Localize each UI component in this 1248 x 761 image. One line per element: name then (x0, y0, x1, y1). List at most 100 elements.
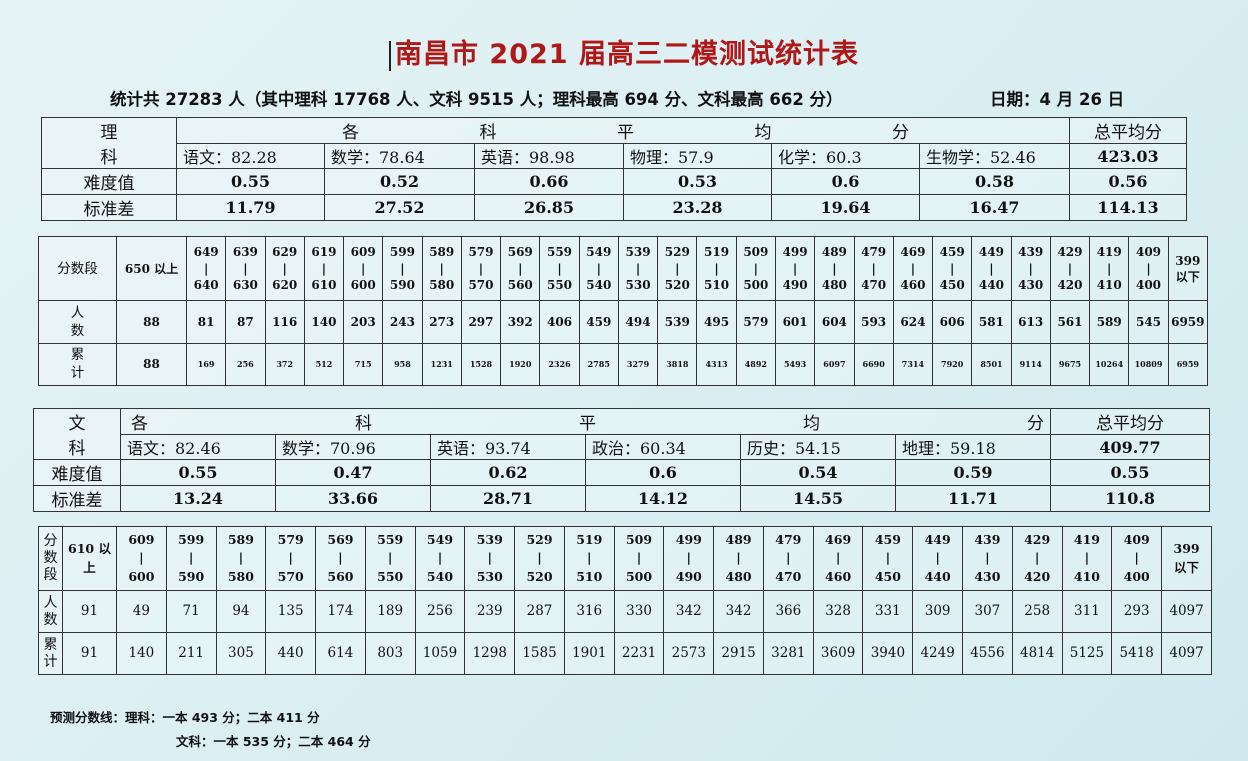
count-cell: 604 (814, 300, 855, 344)
segment-cell: 519 | 510 (696, 235, 737, 302)
count-cell: 495 (696, 300, 737, 344)
cumulative-cell: 1920 (500, 342, 541, 387)
segment-separator: | (439, 261, 444, 276)
segment-cell: 479 | 470 (853, 235, 894, 302)
segment-cell: 489 | 480 (713, 526, 764, 591)
header-char: 科 (479, 123, 497, 143)
segment-separator: | (635, 261, 641, 276)
segment-separator: | (714, 261, 719, 276)
count-cell: 71 (165, 590, 217, 633)
segment-upper: 509 (625, 532, 653, 548)
difficulty-value: 0.47 (275, 459, 431, 486)
count-cell: 91 (62, 590, 117, 633)
segment-separator: | (557, 261, 562, 276)
segment-upper: 489 (725, 532, 752, 548)
count-cell: 601 (774, 300, 816, 344)
segment-lower: 400 (1135, 277, 1162, 292)
cumulative-cell: 305 (215, 632, 267, 675)
cumulative-cell: 1059 (414, 632, 466, 675)
segment-upper: 529 (664, 245, 690, 260)
subject-average: 生物学：52.46 (919, 143, 1070, 169)
segment-cell: 499 | 490 (663, 526, 715, 591)
segment-upper: 459 (939, 245, 965, 260)
segment-separator: | (935, 550, 940, 566)
segment-cell: 399 以下 (1167, 235, 1209, 302)
header-char: 分 (892, 123, 909, 143)
subject-average: 英语：98.98 (474, 143, 624, 169)
segment-separator: | (288, 550, 293, 566)
count-cell: 494 (617, 300, 659, 344)
cumulative-cell: 958 (382, 342, 423, 387)
segment-separator: | (1034, 550, 1040, 566)
segment-cell: 479 | 470 (762, 526, 814, 591)
cumulative-label: 累计 (38, 342, 117, 387)
segment-lower: 460 (825, 568, 852, 584)
segment-cell: 459 | 450 (932, 235, 973, 302)
segment-lower: 580 (227, 568, 254, 584)
subject-average: 英语：93.74 (430, 434, 586, 460)
count-cell: 293 (1111, 590, 1163, 633)
segment-cell: 569 | 560 (315, 526, 366, 591)
cumulative-label: 累计 (38, 632, 63, 675)
segment-upper: 639 (232, 245, 258, 260)
segment-upper: 449 (924, 532, 951, 548)
std-value: 16.47 (919, 194, 1070, 221)
segment-lower: 510 (704, 277, 730, 292)
segment-separator: | (1084, 550, 1090, 566)
row-label-text: 人数 (70, 304, 85, 340)
segment-separator: | (321, 261, 327, 276)
average-header: 各 科 平 均 分 (176, 117, 1070, 144)
segment-cell: 419 | 410 (1089, 235, 1130, 302)
segment-separator: | (792, 261, 798, 276)
count-cell: 309 (912, 590, 964, 633)
segment-lower: 570 (277, 568, 304, 584)
title-text: 南昌市 2021 届高三二模测试统计表 (395, 39, 859, 70)
segment-separator: | (188, 550, 194, 566)
cumulative-cell: 7314 (892, 342, 934, 387)
segment-separator: | (282, 261, 287, 276)
segment-upper: 539 (476, 532, 503, 548)
segment-separator: | (832, 261, 837, 276)
cumulative-cell: 4814 (1011, 632, 1063, 675)
forecast-science: 预测分数线：理科：一本 493 分；二本 411 分 (50, 710, 320, 725)
segment-upper: 529 (526, 532, 553, 548)
summary-line: 统计共 27283 人（其中理科 17768 人、文科 9515 人；理科最高 … (110, 90, 843, 109)
segment-separator: | (871, 261, 876, 276)
segment-text: 650 以上 (124, 261, 179, 276)
segment-cell: 559 | 550 (539, 235, 580, 302)
count-cell: 189 (364, 590, 416, 633)
segment-cell: 439 | 430 (962, 526, 1013, 591)
std-value: 14.55 (740, 485, 896, 512)
segment-lower: 430 (974, 568, 1001, 584)
cumulative-cell: 2326 (539, 342, 580, 387)
difficulty-value: 0.62 (430, 459, 586, 486)
segment-lower: 590 (389, 277, 415, 292)
cumulative-cell: 7920 (932, 342, 973, 387)
cumulative-cell: 2231 (613, 632, 665, 675)
count-cell: 273 (421, 300, 462, 344)
segment-upper: 499 (782, 245, 808, 260)
row-label-text: 累计 (70, 347, 85, 382)
segment-lower: 550 (377, 568, 404, 584)
segment-lower: 530 (625, 277, 651, 292)
science-corner-cell: 理 科 (41, 117, 177, 169)
std-value: 114.13 (1069, 194, 1187, 221)
segment-cell: 459 | 450 (862, 526, 914, 591)
segment-cell: 529 | 520 (514, 526, 565, 591)
cumulative-cell: 5418 (1111, 632, 1163, 675)
subject-average: 地理：59.18 (895, 434, 1051, 460)
corner-line-2: 科 (100, 148, 118, 168)
std-value: 110.8 (1050, 485, 1210, 512)
segment-lower: 570 (468, 277, 494, 292)
segment-cell: 529 | 520 (657, 235, 698, 302)
cumulative-cell: 169 (185, 342, 227, 387)
std-value: 11.79 (176, 194, 325, 221)
cumulative-cell: 8501 (971, 342, 1012, 387)
segment-separator: | (387, 550, 393, 566)
segment-separator: | (400, 261, 405, 276)
difficulty-value: 0.52 (324, 168, 475, 195)
difficulty-value: 0.6 (771, 168, 920, 195)
segment-cell: 409 | 400 (1128, 235, 1169, 302)
cumulative-cell: 512 (303, 342, 345, 387)
segment-upper: 429 (1057, 245, 1083, 260)
